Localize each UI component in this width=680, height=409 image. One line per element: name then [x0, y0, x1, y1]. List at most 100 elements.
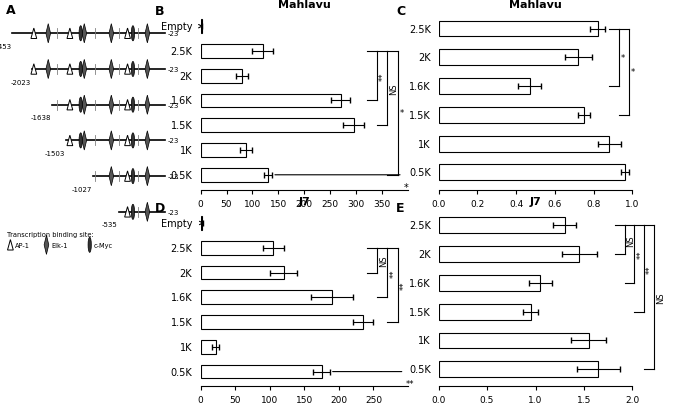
Text: 2K: 2K — [180, 72, 192, 81]
Text: 2K: 2K — [418, 53, 431, 63]
Polygon shape — [44, 236, 49, 255]
Text: NS: NS — [379, 255, 388, 266]
Text: 2.5K: 2.5K — [171, 243, 192, 253]
Text: Elk-1: Elk-1 — [51, 242, 67, 248]
Bar — [439, 50, 578, 66]
Text: *: * — [404, 183, 409, 193]
Bar — [201, 291, 332, 304]
Title: Mahlavu: Mahlavu — [278, 0, 330, 10]
Ellipse shape — [131, 169, 135, 184]
Text: Empty: Empty — [160, 22, 192, 32]
Polygon shape — [145, 131, 150, 151]
Bar — [439, 333, 589, 348]
Text: 1K: 1K — [418, 139, 431, 149]
Text: -1638: -1638 — [31, 115, 51, 121]
Text: -2023: -2023 — [11, 79, 31, 85]
Text: -23: -23 — [167, 31, 179, 37]
Text: **: ** — [390, 269, 398, 277]
Text: 1K: 1K — [180, 146, 192, 156]
Text: -1027: -1027 — [72, 186, 92, 192]
Text: **: ** — [646, 265, 655, 273]
Text: NS: NS — [390, 83, 398, 94]
Bar — [439, 79, 530, 95]
Text: Transcription binding site:: Transcription binding site: — [7, 231, 94, 237]
Polygon shape — [124, 207, 131, 218]
Bar — [439, 275, 541, 291]
Text: -23: -23 — [167, 174, 179, 180]
Polygon shape — [46, 25, 50, 44]
Polygon shape — [31, 65, 37, 75]
Ellipse shape — [131, 62, 135, 77]
Text: 1.6K: 1.6K — [171, 96, 192, 106]
Bar — [439, 22, 598, 37]
Text: 2.5K: 2.5K — [171, 47, 192, 57]
Title: J7: J7 — [299, 196, 310, 207]
Ellipse shape — [79, 62, 82, 77]
Text: 1.5K: 1.5K — [171, 317, 192, 327]
Ellipse shape — [79, 133, 82, 148]
Text: -2453: -2453 — [0, 44, 12, 50]
Bar — [439, 247, 579, 263]
Text: **: ** — [379, 72, 388, 81]
Polygon shape — [124, 29, 131, 39]
Text: 1K: 1K — [180, 342, 192, 352]
Ellipse shape — [79, 27, 82, 42]
Title: Mahlavu: Mahlavu — [509, 0, 562, 10]
Polygon shape — [109, 131, 114, 151]
Ellipse shape — [131, 98, 135, 113]
Text: 0.5K: 0.5K — [409, 364, 431, 374]
Bar — [201, 70, 242, 83]
Text: 1K: 1K — [418, 336, 431, 346]
Polygon shape — [145, 25, 150, 44]
Ellipse shape — [131, 205, 135, 220]
Polygon shape — [109, 25, 114, 44]
Bar — [201, 266, 284, 280]
Bar — [439, 304, 530, 320]
Bar — [201, 45, 262, 58]
Bar — [201, 169, 268, 182]
Text: NS: NS — [656, 292, 664, 303]
Text: NS: NS — [626, 234, 636, 246]
Polygon shape — [145, 96, 150, 115]
Bar — [201, 315, 363, 329]
Text: 1.6K: 1.6K — [409, 82, 431, 92]
Text: -1503: -1503 — [45, 151, 65, 157]
Polygon shape — [7, 240, 14, 250]
Text: 2K: 2K — [180, 268, 192, 278]
Ellipse shape — [131, 27, 135, 42]
Polygon shape — [109, 60, 114, 79]
Text: 2.5K: 2.5K — [409, 221, 431, 231]
Polygon shape — [31, 29, 37, 39]
Text: E: E — [396, 202, 405, 214]
Polygon shape — [82, 25, 86, 44]
Bar — [201, 241, 273, 255]
Text: D: D — [155, 202, 165, 214]
Polygon shape — [67, 65, 73, 75]
Text: A: A — [6, 4, 16, 17]
Ellipse shape — [79, 98, 82, 113]
Polygon shape — [124, 171, 131, 182]
Text: -23: -23 — [167, 138, 179, 144]
Text: *: * — [621, 54, 625, 63]
Text: *: * — [630, 68, 634, 77]
Text: 0.5K: 0.5K — [171, 367, 192, 377]
Bar — [201, 20, 202, 34]
Ellipse shape — [88, 238, 91, 253]
Bar — [439, 136, 609, 152]
Text: B: B — [155, 5, 165, 18]
Text: 2.5K: 2.5K — [409, 25, 431, 34]
Bar — [201, 365, 322, 378]
X-axis label: Fold change (shCTNNB1/shCtl): Fold change (shCTNNB1/shCtl) — [461, 214, 610, 224]
Text: 2K: 2K — [418, 249, 431, 259]
Polygon shape — [67, 136, 73, 146]
Text: **: ** — [406, 380, 414, 389]
Polygon shape — [145, 203, 150, 222]
Polygon shape — [67, 29, 73, 39]
Text: -535: -535 — [102, 222, 118, 228]
Polygon shape — [82, 96, 86, 115]
Text: 0.5K: 0.5K — [171, 171, 192, 180]
Bar — [439, 108, 584, 124]
Title: J7: J7 — [530, 196, 541, 207]
Polygon shape — [124, 65, 131, 75]
Bar — [439, 362, 598, 377]
